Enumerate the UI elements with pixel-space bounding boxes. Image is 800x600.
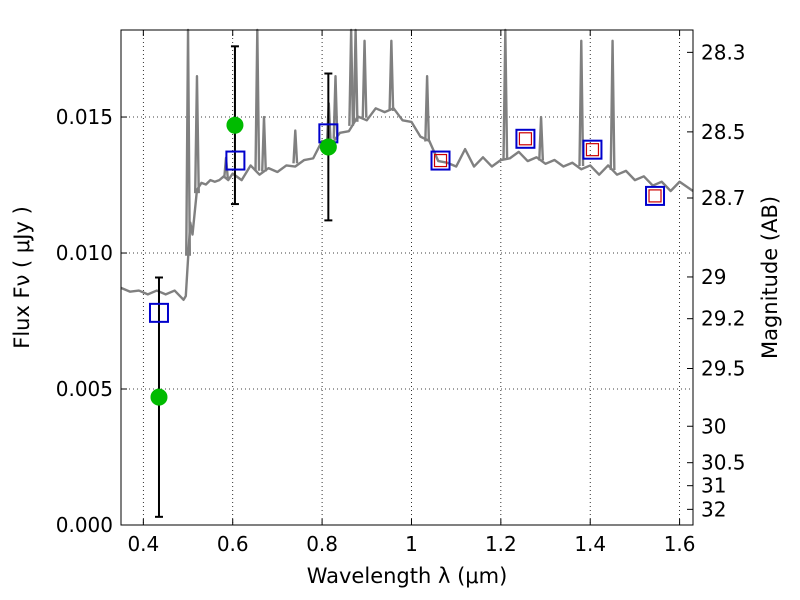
sed-continuum [120,107,694,301]
magnitude-tick-label: 30.5 [701,451,746,475]
y-tick-label: 0.005 [56,377,113,401]
emission-line [254,28,261,171]
x-tick-label: 0.8 [306,532,338,556]
magnitude-tick-label: 29.2 [701,307,746,331]
model-point-box [515,128,536,149]
magnitude-tick-label: 29 [701,265,726,289]
emission-line [332,75,339,139]
observed-point [226,116,244,134]
x-tick-label: 1 [405,532,418,556]
y-axis-ticks: 0.000 0.005 0.010 0.015 [56,105,127,537]
sed-spectrum [120,28,694,301]
model-point-inner-box [518,132,533,146]
x-tick-label: 1.6 [664,532,696,556]
model-point-inner-box [648,189,662,203]
y-tick-label: 0.015 [56,105,113,129]
emission-line [193,75,200,194]
emission-line [348,28,355,126]
x-tick-label: 1.4 [574,532,606,556]
model-point-box [645,185,666,206]
emission-line [352,28,359,122]
x-tick-label: 0.6 [217,532,249,556]
x-axis-ticks: 0.4 0.6 0.8 1 1.2 1.4 1.6 [127,30,696,556]
magnitude-tick-label: 28.7 [701,186,746,210]
model-point-box [225,150,246,171]
x-tick-label: 1.2 [485,532,517,556]
emission-line [185,28,192,256]
y-tick-label: 0.010 [56,241,113,265]
model-points [148,123,666,323]
emission-line [424,75,431,142]
model-point-box [148,302,169,323]
magnitude-tick-label: 31 [701,474,726,498]
observed-point [319,138,337,156]
y-tick-label: 0.000 [56,513,113,537]
model-point-inner-box [585,143,600,157]
model-point-inner-box [433,153,448,168]
plot-frame [120,29,694,526]
emission-line [538,115,545,161]
magnitude-axis-label: Magnitude (AB) [758,196,782,359]
magnitude-tick-label: 28.3 [701,40,746,64]
model-point-box [582,139,603,160]
magnitude-tick-label: 30 [701,414,726,438]
x-tick-label: 0.4 [127,532,159,556]
y-axis-label: Flux Fν ( μJy ) [10,206,34,349]
model-point-box [430,150,451,171]
magnitude-tick-label: 32 [701,497,726,521]
emission-line [292,129,299,164]
emission-line [388,39,395,111]
magnitude-tick-label: 29.5 [701,356,746,380]
observed-points [150,116,337,406]
x-axis-label: Wavelength λ (μm) [307,564,508,588]
grid [121,30,693,525]
emission-line [361,39,368,118]
magnitude-tick-label: 28.5 [701,120,746,144]
emission-line [502,28,509,160]
emission-line [578,39,585,167]
emission-line [261,115,267,172]
observed-point [150,388,168,406]
emission-line [609,39,616,171]
